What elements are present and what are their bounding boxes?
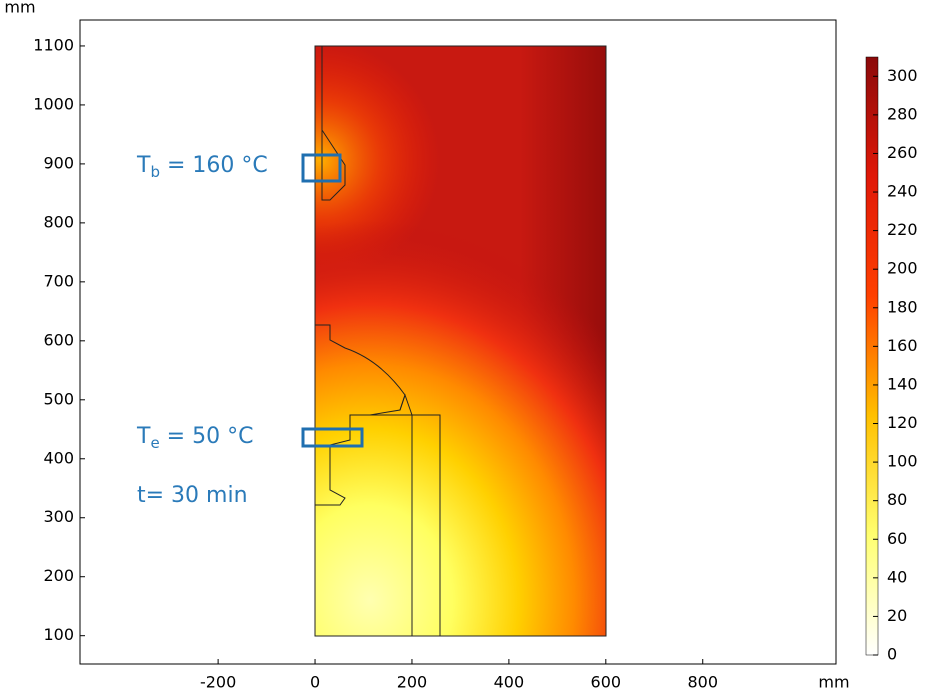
colorbar-tick-label: 240	[887, 182, 918, 201]
annotation-suffix: = 160 °C	[160, 153, 268, 178]
colorbar-tick-label: 60	[887, 529, 907, 548]
colorbar-tick-label: 40	[887, 567, 907, 586]
x-tick-label: 400	[494, 673, 525, 692]
x-tick-label: 600	[591, 673, 622, 692]
geometry-outline	[314, 45, 607, 637]
colorbar	[865, 56, 879, 656]
colorbar-tick-label: 160	[887, 336, 918, 355]
y-tick-label: 500	[43, 389, 74, 408]
colorbar-tick-label: 300	[887, 66, 918, 85]
y-tick-label: 700	[43, 271, 74, 290]
colorbar-tick-label: 220	[887, 220, 918, 239]
annotation-text: T	[136, 424, 151, 449]
annotation-text: t= 30 min	[137, 483, 248, 508]
x-tick-label: 800	[687, 673, 718, 692]
x-unit: mm	[818, 673, 849, 692]
x-tick-label: -200	[200, 673, 236, 692]
colorbar-tick-label: 100	[887, 452, 918, 471]
boundary-box	[301, 153, 342, 183]
colorbar-tick-label: 200	[887, 259, 918, 278]
annotation-subscript: b	[150, 163, 160, 181]
annotation-subscript: e	[150, 434, 159, 452]
temperature-field	[315, 46, 606, 636]
y-tick-label: 100	[43, 625, 74, 644]
colorbar-tick-label: 280	[887, 104, 918, 123]
colorbar-tick-label: 180	[887, 297, 918, 316]
x-tick-label: 0	[310, 673, 320, 692]
y-tick-label: 600	[43, 330, 74, 349]
y-unit: mm	[4, 0, 35, 17]
y-tick-label: 1100	[33, 35, 74, 54]
y-tick-label: 400	[43, 448, 74, 467]
y-tick-label: 200	[43, 566, 74, 585]
annotation-suffix: = 50 °C	[160, 424, 254, 449]
y-tick-label: 800	[43, 212, 74, 231]
annotation: Te = 50 °C	[136, 424, 253, 452]
colorbar-tick-label: 80	[887, 490, 907, 509]
colorbar-tick-label: 20	[887, 606, 907, 625]
colorbar-tick-label: 140	[887, 374, 918, 393]
y-tick-label: 900	[43, 153, 74, 172]
boundary-box	[301, 427, 364, 448]
x-tick-label: 200	[397, 673, 428, 692]
colorbar-tick-label: 0	[887, 645, 897, 664]
annotation-text: T	[136, 153, 151, 178]
y-tick-label: 300	[43, 507, 74, 526]
annotation: Tb = 160 °C	[136, 153, 268, 181]
y-tick-label: 1000	[33, 94, 74, 113]
colorbar-tick-label: 260	[887, 143, 918, 162]
colorbar-tick-label: 120	[887, 413, 918, 432]
annotation: t= 30 min	[137, 483, 248, 508]
